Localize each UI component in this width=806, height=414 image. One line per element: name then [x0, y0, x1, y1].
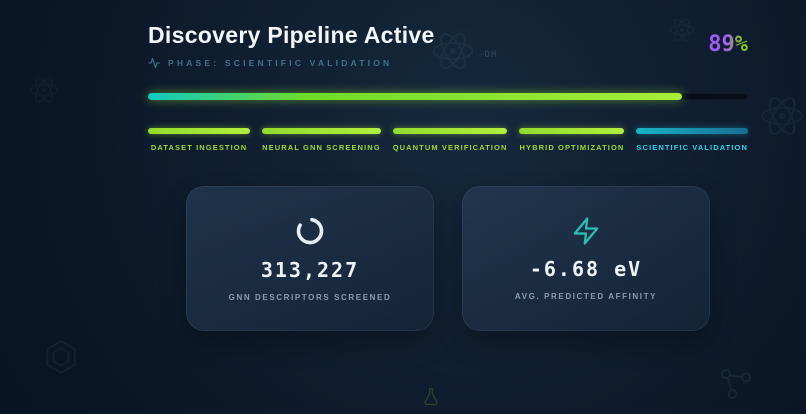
metric-label: AVG. PREDICTED AFFINITY: [514, 292, 658, 301]
predicted-affinity-card: -6.68 eV AVG. PREDICTED AFFINITY: [462, 186, 710, 331]
stage-label: HYBRID OPTIMIZATION: [519, 143, 625, 152]
stage-indicator: DATASET INGESTION NEURAL GNN SCREENING Q…: [148, 128, 748, 152]
stage-pill: [392, 128, 508, 134]
metric-cards: 313,227 GNN DESCRIPTORS SCREENED -6.68 e…: [148, 186, 748, 331]
stage-neural-gnn-screening: NEURAL GNN SCREENING: [262, 128, 381, 152]
stage-label: SCIENTIFIC VALIDATION: [636, 143, 748, 152]
spinner-icon: [296, 217, 324, 245]
progress-fill: [148, 93, 682, 100]
gnn-descriptors-card: 313,227 GNN DESCRIPTORS SCREENED: [186, 186, 434, 331]
metric-value: 313,227: [260, 258, 360, 282]
hexagon-icon: [46, 340, 76, 374]
stage-pill: [148, 128, 251, 134]
formula-decoration: -OH: [478, 50, 498, 60]
flask-icon: [424, 388, 438, 406]
phase-label: PHASE: SCIENTIFIC VALIDATION: [168, 58, 393, 68]
stage-pill: [262, 128, 381, 134]
stage-label: DATASET INGESTION: [150, 143, 248, 152]
metric-label: GNN DESCRIPTORS SCREENED: [228, 293, 392, 302]
activity-icon: [148, 57, 160, 69]
header-left: Discovery Pipeline Active PHASE: SCIENTI…: [148, 22, 435, 69]
molecule-icon: [720, 368, 752, 400]
phase-status: PHASE: SCIENTIFIC VALIDATION: [148, 57, 435, 69]
stage-hybrid-optimization: HYBRID OPTIMIZATION: [519, 128, 625, 152]
bolt-icon: [573, 217, 599, 245]
stage-scientific-validation: SCIENTIFIC VALIDATION: [636, 128, 748, 152]
stage-pill: [519, 128, 625, 134]
progress-bar: [148, 93, 748, 100]
metric-value: -6.68 eV: [529, 257, 643, 281]
stage-pill: [636, 128, 748, 134]
atom-icon: [30, 77, 58, 103]
header: Discovery Pipeline Active PHASE: SCIENTI…: [148, 22, 748, 69]
pipeline-panel: Discovery Pipeline Active PHASE: SCIENTI…: [148, 22, 748, 331]
stage-quantum-verification: QUANTUM VERIFICATION: [392, 128, 508, 152]
atom-icon: [761, 97, 803, 135]
stage-dataset-ingestion: DATASET INGESTION: [148, 128, 251, 152]
stage-label: QUANTUM VERIFICATION: [392, 143, 508, 152]
stage-label: NEURAL GNN SCREENING: [262, 143, 381, 152]
progress-percent: 89%: [708, 32, 748, 57]
page-title: Discovery Pipeline Active: [148, 22, 435, 48]
